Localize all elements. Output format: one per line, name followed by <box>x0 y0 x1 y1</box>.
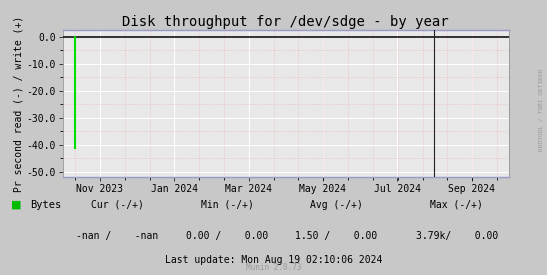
Text: -nan /    -nan: -nan / -nan <box>77 232 159 241</box>
Text: ■: ■ <box>11 200 21 210</box>
Text: Munin 2.0.73: Munin 2.0.73 <box>246 263 301 272</box>
Y-axis label: Pr second read (-) / write (+): Pr second read (-) / write (+) <box>14 16 24 192</box>
Text: 3.79k/    0.00: 3.79k/ 0.00 <box>416 232 498 241</box>
Text: Cur (-/+): Cur (-/+) <box>91 200 144 210</box>
Text: RRDTOOL / TOBI OETIKER: RRDTOOL / TOBI OETIKER <box>538 69 543 151</box>
Text: Bytes: Bytes <box>30 200 61 210</box>
Text: Max (-/+): Max (-/+) <box>430 200 483 210</box>
Text: Last update: Mon Aug 19 02:10:06 2024: Last update: Mon Aug 19 02:10:06 2024 <box>165 255 382 265</box>
Text: 0.00 /    0.00: 0.00 / 0.00 <box>186 232 268 241</box>
Text: 1.50 /    0.00: 1.50 / 0.00 <box>295 232 377 241</box>
Text: Min (-/+): Min (-/+) <box>201 200 253 210</box>
Title: Disk throughput for /dev/sdge - by year: Disk throughput for /dev/sdge - by year <box>123 15 449 29</box>
Text: Avg (-/+): Avg (-/+) <box>310 200 363 210</box>
